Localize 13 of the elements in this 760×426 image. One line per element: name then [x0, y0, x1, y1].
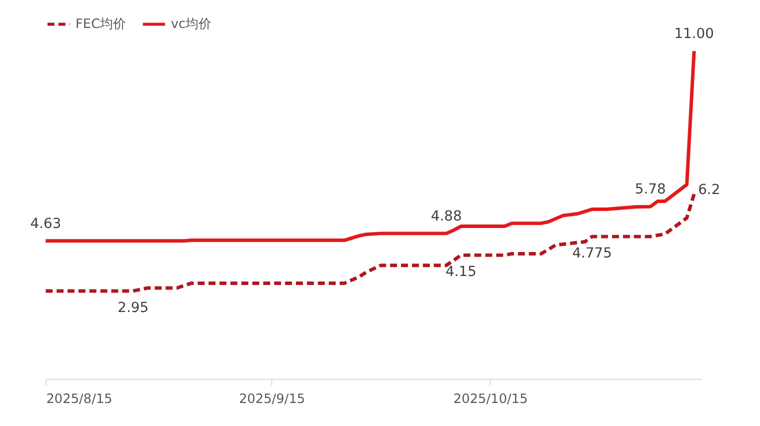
data-label: 2.95: [118, 300, 149, 316]
x-tick-label: 2025/9/15: [238, 392, 306, 408]
data-label: 5.78: [634, 182, 666, 198]
data-label: 4.63: [30, 216, 62, 232]
x-tick-label: 2025/8/15: [46, 392, 112, 408]
data-label: 4.88: [430, 208, 462, 225]
x-tick-label: 2025/10/15: [453, 392, 528, 408]
data-label: 11.00: [674, 26, 714, 42]
data-label: 6.2: [698, 182, 720, 198]
legend-label: FEC均价: [76, 17, 126, 32]
legend-label: vc均价: [170, 17, 212, 32]
data-label: 4.15: [446, 264, 476, 280]
data-label: 4.775: [572, 245, 612, 262]
